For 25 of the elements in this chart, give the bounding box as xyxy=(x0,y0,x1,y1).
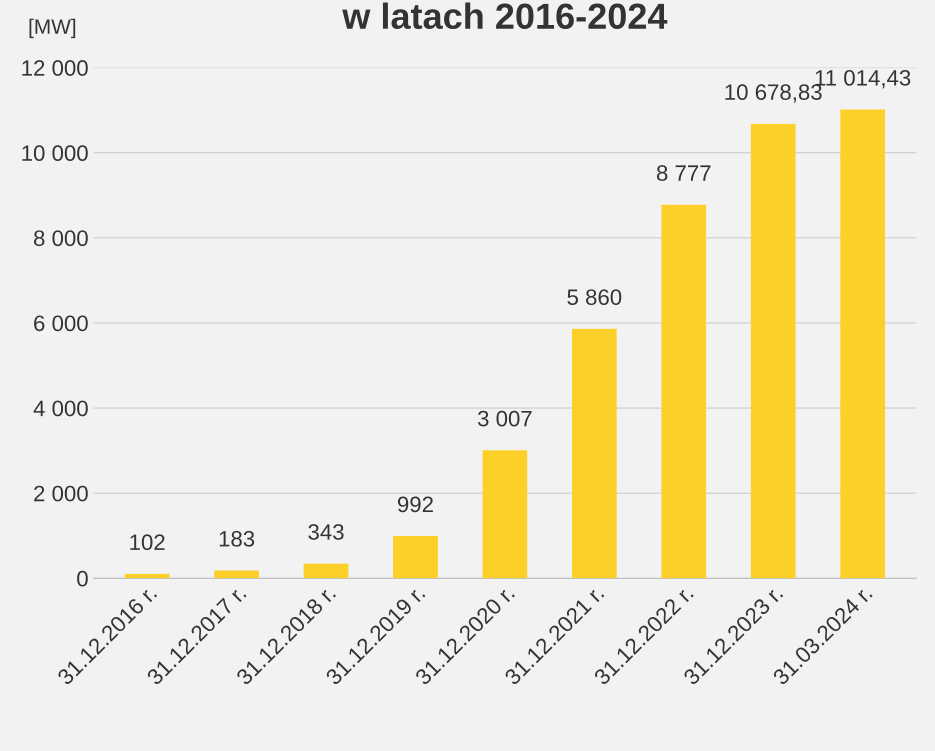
data-label: 3 007 xyxy=(478,410,532,426)
bar xyxy=(661,204,706,578)
data-label: 102 xyxy=(130,534,165,550)
bar xyxy=(572,328,617,578)
bar xyxy=(482,450,528,578)
data-label: 5 860 xyxy=(567,289,622,306)
data-label: 8 777 xyxy=(656,165,710,181)
bar xyxy=(304,564,348,578)
chart-title: w latach 2016-2024 xyxy=(342,2,668,30)
bar xyxy=(750,124,796,578)
y-tick-label: 0 xyxy=(77,570,88,587)
y-tick-label: 2 000 xyxy=(34,486,88,502)
y-tick-label: 4 000 xyxy=(34,400,88,416)
y-axis-title: [MW] xyxy=(30,18,76,38)
y-tick-label: 6 000 xyxy=(34,315,88,332)
bar xyxy=(124,574,170,578)
bar xyxy=(214,570,259,578)
data-label: 343 xyxy=(308,524,344,540)
data-label: 183 xyxy=(220,530,254,547)
data-label: 992 xyxy=(398,496,433,512)
y-tick-label: 10 000 xyxy=(22,145,88,161)
bar xyxy=(393,536,438,578)
bar xyxy=(840,110,885,578)
y-tick-label: 12 000 xyxy=(22,60,88,76)
y-tick-label: 8 000 xyxy=(34,230,88,246)
